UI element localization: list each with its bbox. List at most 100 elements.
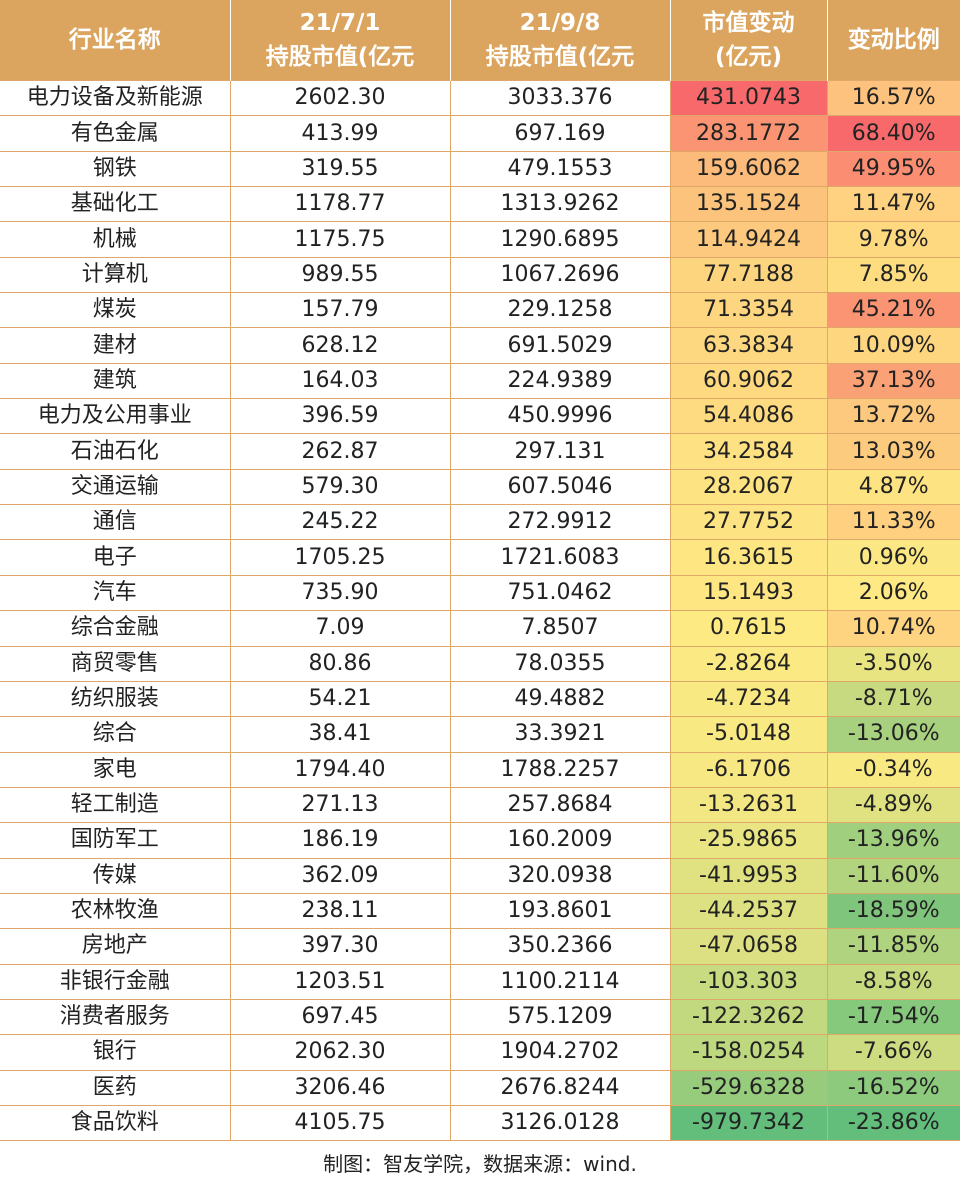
industry-name-cell: 国防军工: [0, 822, 231, 859]
footer-row: 制图：智友学院，数据来源：wind.: [0, 1140, 960, 1183]
table-row: 农林牧渔 238.11 193.8601 -44.2537 -18.59%: [0, 892, 960, 930]
table-row: 电力及公用事业 396.59 450.9996 54.4086 13.72%: [0, 398, 960, 435]
change-ratio-cell: -4.89%: [826, 786, 960, 824]
value-0701-cell: 3206.46: [229, 1069, 451, 1106]
change-cell: 16.3615: [669, 539, 828, 576]
change-ratio-cell: 13.03%: [826, 433, 960, 470]
header-row: 行业名称 21/7/1 持股市值(亿元 21/9/8 持股市值(亿元 市值变动 …: [0, 0, 960, 81]
industry-name-cell: 有色金属: [0, 115, 231, 152]
change-ratio-cell: -8.71%: [826, 680, 960, 718]
change-ratio-cell: 4.87%: [826, 468, 960, 506]
industry-name-cell: 电力设备及新能源: [0, 79, 231, 117]
table-row: 汽车 735.90 751.0462 15.1493 2.06%: [0, 574, 960, 612]
value-0701-cell: 396.59: [229, 398, 451, 435]
table-row: 轻工制造 271.13 257.8684 -13.2631 -4.89%: [0, 786, 960, 824]
change-cell: -4.7234: [669, 680, 828, 718]
industry-name-cell: 食品饮料: [0, 1104, 231, 1142]
change-cell: 71.3354: [669, 292, 828, 329]
change-ratio-cell: -16.52%: [826, 1069, 960, 1106]
change-cell: -6.1706: [669, 751, 828, 788]
header-value-0701: 21/7/1 持股市值(亿元: [230, 0, 451, 81]
value-0908-cell: 272.9912: [449, 504, 671, 541]
change-cell: 0.7615: [669, 610, 828, 647]
change-ratio-cell: 16.57%: [826, 79, 960, 117]
value-0701-cell: 2602.30: [229, 79, 451, 117]
change-cell: -41.9953: [669, 857, 828, 894]
industry-name-cell: 交通运输: [0, 468, 231, 506]
table-row: 有色金属 413.99 697.169 283.1772 68.40%: [0, 115, 960, 152]
change-cell: 114.9424: [669, 221, 828, 258]
table-row: 石油石化 262.87 297.131 34.2584 13.03%: [0, 433, 960, 470]
change-cell: 283.1772: [669, 115, 828, 152]
table-row: 综合金融 7.09 7.8507 0.7615 10.74%: [0, 610, 960, 647]
industry-name-cell: 医药: [0, 1069, 231, 1106]
change-cell: 54.4086: [669, 398, 828, 435]
value-0908-cell: 320.0938: [449, 857, 671, 894]
table-row: 机械 1175.75 1290.6895 114.9424 9.78%: [0, 221, 960, 258]
industry-name-cell: 电子: [0, 539, 231, 576]
value-0701-cell: 989.55: [229, 256, 451, 294]
table-row: 纺织服装 54.21 49.4882 -4.7234 -8.71%: [0, 680, 960, 718]
table-row: 电子 1705.25 1721.6083 16.3615 0.96%: [0, 539, 960, 576]
change-cell: 159.6062: [669, 150, 828, 188]
industry-name-cell: 石油石化: [0, 433, 231, 470]
industry-name-cell: 通信: [0, 504, 231, 541]
change-ratio-cell: -7.66%: [826, 1034, 960, 1071]
value-0908-cell: 1788.2257: [449, 751, 671, 788]
table-row: 计算机 989.55 1067.2696 77.7188 7.85%: [0, 256, 960, 294]
value-0701-cell: 628.12: [229, 327, 451, 364]
industry-name-cell: 传媒: [0, 857, 231, 894]
change-cell: 28.2067: [669, 468, 828, 506]
industry-name-cell: 商贸零售: [0, 645, 231, 682]
value-0908-cell: 1067.2696: [449, 256, 671, 294]
value-0908-cell: 49.4882: [449, 680, 671, 718]
value-0908-cell: 3033.376: [449, 79, 671, 117]
value-0701-cell: 1705.25: [229, 539, 451, 576]
header-change: 市值变动 (亿元): [670, 0, 828, 81]
change-cell: 60.9062: [669, 362, 828, 400]
value-0701-cell: 697.45: [229, 998, 451, 1036]
table-row: 商贸零售 80.86 78.0355 -2.8264 -3.50%: [0, 645, 960, 682]
change-ratio-cell: -13.96%: [826, 822, 960, 859]
value-0908-cell: 575.1209: [449, 998, 671, 1036]
change-ratio-cell: 9.78%: [826, 221, 960, 258]
value-0701-cell: 1203.51: [229, 963, 451, 1000]
value-0701-cell: 38.41: [229, 716, 451, 753]
table-row: 综合 38.41 33.3921 -5.0148 -13.06%: [0, 716, 960, 753]
header-change-ratio: 变动比例: [827, 0, 960, 81]
change-ratio-cell: -8.58%: [826, 963, 960, 1000]
table-row: 国防军工 186.19 160.2009 -25.9865 -13.96%: [0, 822, 960, 859]
change-ratio-cell: 2.06%: [826, 574, 960, 612]
table-body: 电力设备及新能源 2602.30 3033.376 431.0743 16.57% 有色金…: [0, 79, 960, 1142]
industry-name-cell: 家电: [0, 751, 231, 788]
value-0908-cell: 691.5029: [449, 327, 671, 364]
industry-name-cell: 纺织服装: [0, 680, 231, 718]
value-0701-cell: 238.11: [229, 892, 451, 930]
value-0908-cell: 297.131: [449, 433, 671, 470]
change-ratio-cell: 49.95%: [826, 150, 960, 188]
value-0701-cell: 397.30: [229, 928, 451, 965]
change-cell: -47.0658: [669, 928, 828, 965]
table-row: 煤炭 157.79 229.1258 71.3354 45.21%: [0, 292, 960, 329]
value-0908-cell: 751.0462: [449, 574, 671, 612]
table-row: 传媒 362.09 320.0938 -41.9953 -11.60%: [0, 857, 960, 894]
value-0908-cell: 1313.9262: [449, 186, 671, 223]
change-cell: 63.3834: [669, 327, 828, 364]
source-note: 制图：智友学院，数据来源：wind.: [0, 1140, 960, 1183]
table-row: 建材 628.12 691.5029 63.3834 10.09%: [0, 327, 960, 364]
change-cell: 431.0743: [669, 79, 828, 117]
value-0701-cell: 413.99: [229, 115, 451, 152]
value-0908-cell: 7.8507: [449, 610, 671, 647]
change-ratio-cell: 37.13%: [826, 362, 960, 400]
industry-name-cell: 银行: [0, 1034, 231, 1071]
change-ratio-cell: -18.59%: [826, 892, 960, 930]
change-ratio-cell: -11.60%: [826, 857, 960, 894]
change-cell: -158.0254: [669, 1034, 828, 1071]
industry-name-cell: 建筑: [0, 362, 231, 400]
change-ratio-cell: -23.86%: [826, 1104, 960, 1142]
table-row: 基础化工 1178.77 1313.9262 135.1524 11.47%: [0, 186, 960, 223]
industry-name-cell: 电力及公用事业: [0, 398, 231, 435]
value-0908-cell: 450.9996: [449, 398, 671, 435]
value-0908-cell: 33.3921: [449, 716, 671, 753]
